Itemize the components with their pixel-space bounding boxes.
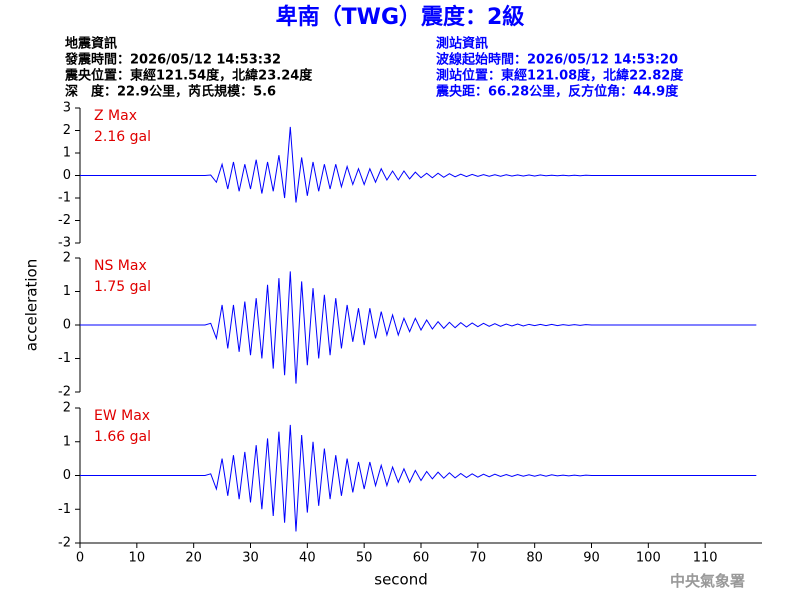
- x-tick-label: 30: [242, 551, 259, 566]
- y-tick-label: 1: [63, 146, 71, 161]
- max-label: EW Max: [94, 408, 150, 424]
- station-line: 震央距：66.28公里，反方位角：44.9度: [435, 84, 679, 100]
- x-axis-label: second: [374, 571, 428, 589]
- x-tick-label: 20: [185, 551, 202, 566]
- info-line: 震央位置：東經121.54度，北緯23.24度: [64, 68, 313, 84]
- x-tick-label: 40: [299, 551, 316, 566]
- y-tick-label: 0: [63, 318, 71, 333]
- y-tick-label: 1: [63, 284, 71, 299]
- station-heading: 測站資訊: [436, 36, 488, 52]
- y-tick-label: 2: [63, 401, 71, 416]
- y-tick-label: 0: [63, 468, 71, 483]
- footer: 中央氣象署: [670, 572, 745, 590]
- y-axis-label: acceleration: [23, 259, 41, 351]
- station-line: 波線起始時間：2026/05/12 14:53:20: [436, 52, 678, 68]
- y-tick-label: -1: [58, 191, 71, 206]
- y-tick-label: 1: [63, 434, 71, 449]
- y-tick-label: -1: [58, 351, 71, 366]
- station-line: 測站位置：東經121.08度，北緯22.82度: [436, 68, 684, 84]
- x-tick-label: 60: [413, 551, 430, 566]
- y-tick-label: 0: [63, 168, 71, 183]
- max-label: Z Max: [94, 108, 137, 124]
- chart-title: 卑南（TWG）震度：2級: [276, 4, 525, 30]
- x-tick-label: 10: [129, 551, 146, 566]
- x-tick-label: 90: [583, 551, 600, 566]
- info-heading: 地震資訊: [65, 36, 117, 52]
- waveform: [80, 424, 757, 532]
- waveform: [80, 126, 757, 203]
- x-tick-label: 110: [693, 551, 718, 566]
- x-tick-label: 80: [526, 551, 543, 566]
- max-label: 2.16 gal: [94, 129, 151, 145]
- max-label: NS Max: [94, 258, 147, 274]
- y-tick-label: 3: [63, 101, 71, 116]
- y-tick-label: -2: [58, 213, 71, 228]
- info-line: 深 度：22.9公里，芮氏規模：5.6: [65, 84, 276, 100]
- x-tick-label: 0: [76, 551, 84, 566]
- max-label: 1.75 gal: [94, 279, 151, 295]
- x-tick-label: 100: [636, 551, 661, 566]
- y-tick-label: -2: [58, 385, 71, 400]
- y-tick-label: -3: [58, 236, 71, 251]
- info-line: 發震時間：2026/05/12 14:53:32: [64, 52, 281, 68]
- waveform: [80, 271, 757, 384]
- y-tick-label: 2: [63, 123, 71, 138]
- x-tick-label: 50: [356, 551, 373, 566]
- x-tick-label: 70: [470, 551, 487, 566]
- y-tick-label: -1: [58, 502, 71, 517]
- y-tick-label: -2: [58, 536, 71, 551]
- max-label: 1.66 gal: [94, 429, 151, 445]
- y-tick-label: 2: [63, 251, 71, 266]
